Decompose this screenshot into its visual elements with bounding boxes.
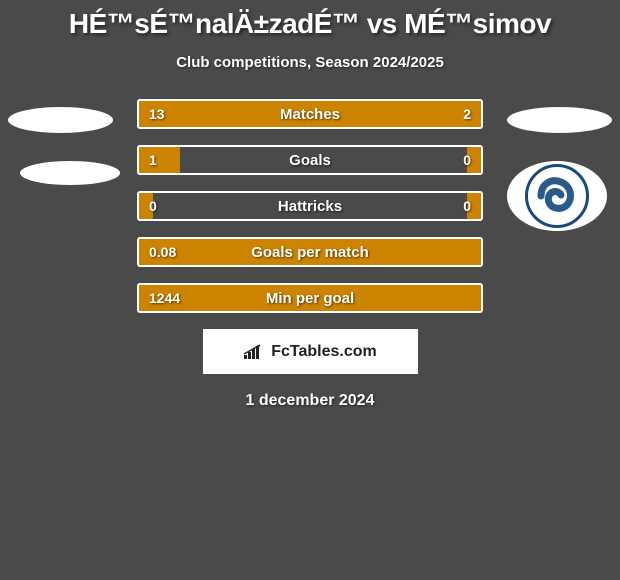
club-placeholder-icon	[20, 161, 120, 185]
stat-fill-left	[139, 285, 481, 311]
stat-fill-right	[467, 147, 481, 173]
stat-row-min-per-goal: 1244 Min per goal	[137, 283, 483, 313]
stat-fill-left	[139, 193, 153, 219]
stat-row-hattricks: 0 Hattricks 0	[137, 191, 483, 221]
club-swirl-icon	[535, 174, 579, 218]
content-area: 13 Matches 2 1 Goals 0 0 Hattricks 0 0.0…	[0, 99, 620, 410]
player-placeholder-icon	[8, 107, 113, 133]
club-badge-icon	[507, 161, 607, 231]
comparison-subtitle: Club competitions, Season 2024/2025	[0, 54, 620, 71]
watermark-text: FcTables.com	[271, 343, 377, 361]
player-placeholder-icon	[507, 107, 612, 133]
stat-fill-left	[139, 147, 180, 173]
stat-row-goals: 1 Goals 0	[137, 145, 483, 175]
comparison-title: HÉ™sÉ™nalÄ±zadÉ™ vs MÉ™simov	[0, 0, 620, 40]
watermark: FcTables.com	[203, 329, 418, 374]
player-badge-right	[507, 107, 612, 231]
stat-bars-container: 13 Matches 2 1 Goals 0 0 Hattricks 0 0.0…	[137, 99, 483, 313]
stat-fill-right	[467, 193, 481, 219]
stat-row-matches: 13 Matches 2	[137, 99, 483, 129]
stat-label: Goals	[139, 152, 481, 169]
club-badge-inner	[525, 164, 589, 228]
stat-label: Hattricks	[139, 198, 481, 215]
player-badge-left	[8, 107, 120, 185]
stat-fill-left	[139, 101, 406, 127]
date-label: 1 december 2024	[0, 392, 620, 410]
bar-chart-icon	[243, 343, 265, 361]
stat-row-goals-per-match: 0.08 Goals per match	[137, 237, 483, 267]
stat-fill-right	[406, 101, 481, 127]
stat-fill-left	[139, 239, 481, 265]
